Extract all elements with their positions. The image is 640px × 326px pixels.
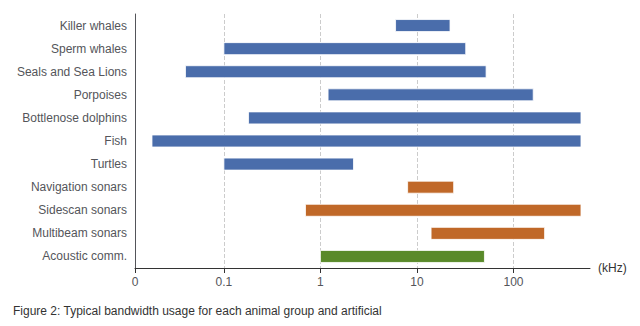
svg-text:Killer whales: Killer whales (60, 19, 127, 33)
svg-text:Seals and Sea Lions: Seals and Sea Lions (17, 65, 127, 79)
svg-text:Navigation sonars: Navigation sonars (31, 180, 127, 194)
svg-text:Multibeam sonars: Multibeam sonars (32, 226, 127, 240)
svg-text:Figure 2: Typical bandwidth us: Figure 2: Typical bandwidth usage for ea… (13, 304, 382, 318)
svg-text:0: 0 (132, 275, 139, 289)
svg-text:100: 100 (503, 275, 523, 289)
svg-text:1: 1 (317, 275, 324, 289)
svg-text:Turtles: Turtles (91, 157, 127, 171)
svg-text:10: 10 (410, 275, 424, 289)
svg-text:Sperm whales: Sperm whales (51, 42, 127, 56)
svg-text:Porpoises: Porpoises (74, 88, 127, 102)
svg-text:Fish: Fish (104, 134, 127, 148)
svg-text:0.1: 0.1 (216, 275, 233, 289)
svg-text:(kHz): (kHz) (598, 261, 627, 275)
svg-text:Bottlenose dolphins: Bottlenose dolphins (22, 111, 127, 125)
svg-text:Sidescan sonars: Sidescan sonars (38, 203, 127, 217)
svg-text:Acoustic comm.: Acoustic comm. (42, 249, 127, 263)
